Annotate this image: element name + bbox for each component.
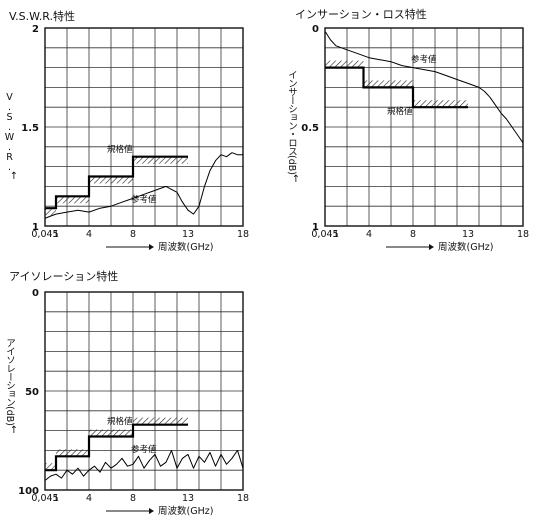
spec-hatch (89, 176, 133, 184)
y-tick-label: 1 (312, 222, 319, 233)
x-tick-label: 0,045 (311, 229, 338, 240)
up-arrow-icon: ↑ (9, 424, 19, 436)
annotation-label: 参考値 (131, 444, 157, 455)
spec-hatch (325, 60, 364, 68)
x-tick-label: 18 (237, 229, 249, 240)
vswr-ylabel: V.S.W.R. ↑ (4, 92, 24, 182)
x-tick-label: 4 (366, 229, 372, 240)
y-tick-label: 0 (32, 288, 39, 299)
x-tick-label: 1 (333, 229, 339, 240)
right-arrow-icon (149, 244, 154, 250)
x-tick-label: 4 (86, 493, 92, 504)
x-tick-label: 1 (53, 229, 59, 240)
insertion-loss-title: インサーション・ロス特性 (295, 8, 427, 21)
y-tick-label: 1 (32, 222, 39, 233)
spec-hatch (133, 417, 188, 425)
right-arrow-icon (429, 244, 434, 250)
up-arrow-icon: ↑ (9, 171, 19, 182)
x-tick-label: 13 (462, 229, 474, 240)
plot-frame (44, 27, 244, 227)
insertion-loss-ylabel-text: インサーション・ロス (286, 70, 297, 155)
spec-hatch (133, 156, 188, 164)
isolation-yunit: (dB) (4, 406, 15, 426)
reference-line (325, 31, 524, 144)
y-tick-label: 0 (312, 24, 319, 35)
y-tick-label: 0.5 (301, 123, 319, 134)
plot-frame (44, 291, 244, 491)
x-tick-label: 1 (53, 493, 59, 504)
spec-line (45, 155, 188, 210)
isolation-title: アイソレーション特性 (9, 270, 119, 283)
y-tick-label: 100 (18, 486, 39, 497)
y-tick-label: 2 (32, 24, 39, 35)
up-arrow-icon: ↑ (291, 173, 301, 185)
y-tick-label: 1.5 (21, 123, 39, 134)
x-tick-label: 13 (182, 229, 194, 240)
y-tick-label: 50 (25, 387, 39, 398)
spec-hatch (45, 463, 56, 471)
vswr-title: V.S.W.R.特性 (9, 10, 75, 23)
x-tick-label: 8 (410, 229, 416, 240)
spec-hatch (56, 196, 89, 204)
x-tick-label: 0,045 (31, 493, 58, 504)
insertion-loss-yunit: (dB) (286, 155, 297, 175)
right-arrow-icon (149, 508, 154, 514)
spec-hatch (413, 100, 468, 108)
spec-hatch (89, 429, 133, 437)
plot-frame (324, 27, 524, 227)
x-tick-label: 0,045 (31, 229, 58, 240)
x-axis-label: 周波数(GHz) (158, 241, 213, 253)
spec-hatch (45, 208, 56, 216)
x-axis-label: 周波数(GHz) (438, 241, 493, 253)
reference-line (45, 449, 244, 481)
reference-line (45, 152, 243, 219)
annotation-label: 参考値 (411, 54, 437, 65)
spec-hatch (363, 80, 413, 88)
x-tick-label: 18 (237, 493, 249, 504)
annotation-label: 参考値 (131, 194, 157, 205)
insertion-loss-ylabel: インサーション・ロス (dB) ↑ (286, 70, 306, 185)
annotation-label: 規格値 (107, 416, 133, 427)
isolation-ylabel: アイソレーション (dB) ↑ (4, 338, 24, 436)
x-axis-label: 周波数(GHz) (158, 505, 213, 517)
x-tick-label: 13 (182, 493, 194, 504)
x-tick-label: 4 (86, 229, 92, 240)
vswr-ylabel-text: V.S.W.R. (4, 92, 15, 172)
spec-hatch (56, 449, 89, 457)
spec-line (325, 66, 468, 109)
isolation-ylabel-text: アイソレーション (4, 338, 15, 406)
x-tick-label: 18 (517, 229, 529, 240)
spec-line (45, 423, 188, 472)
x-tick-label: 8 (130, 229, 136, 240)
annotation-label: 規格値 (107, 144, 133, 155)
annotation-label: 規格値 (387, 106, 413, 117)
x-tick-label: 8 (130, 493, 136, 504)
